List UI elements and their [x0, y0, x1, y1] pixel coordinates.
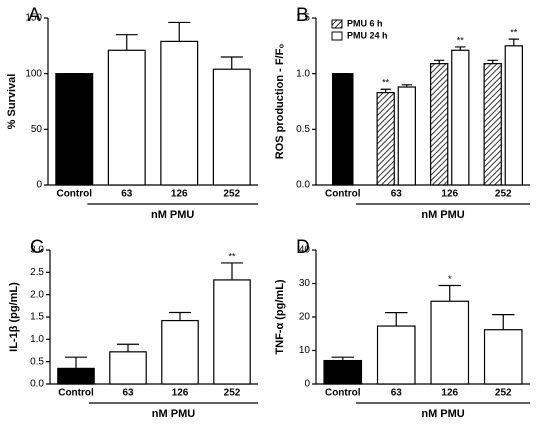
bar	[57, 367, 95, 385]
bar	[109, 351, 147, 385]
annotation: **	[457, 35, 465, 45]
y-axis-title: IL-1β (pg/mL)	[8, 282, 20, 352]
x-tick-label: Control	[325, 388, 361, 399]
error-bar	[117, 343, 139, 352]
bar	[213, 279, 251, 385]
bar	[376, 91, 395, 186]
y-tick-label: 0.5	[296, 124, 310, 135]
x-tick-label: 126	[441, 189, 458, 200]
x-tick-label: 63	[391, 388, 403, 399]
y-tick-label: 1.0	[30, 334, 44, 345]
error-bar	[221, 262, 243, 280]
error-bar	[434, 59, 445, 64]
x-axis-title: nM PMU	[421, 408, 464, 420]
panel-label: B	[296, 5, 309, 26]
y-tick-label: 0.0	[30, 379, 44, 390]
x-axis-title: nM PMU	[421, 209, 464, 221]
bar	[55, 73, 94, 186]
x-tick-label: 63	[391, 189, 403, 200]
annotation: **	[510, 28, 518, 38]
error-bar	[220, 56, 243, 70]
error-bar	[492, 314, 515, 330]
bar	[323, 359, 363, 385]
bar	[331, 73, 354, 186]
y-tick-label: 2.0	[30, 289, 44, 300]
bar	[212, 68, 251, 186]
error-bar	[385, 312, 408, 327]
y-tick-label: 100	[25, 68, 42, 79]
y-tick-label: 1.0	[296, 68, 310, 79]
x-tick-label: Control	[325, 189, 361, 200]
error-bar	[487, 59, 498, 64]
y-tick-label: 2.5	[30, 267, 44, 278]
error-bar	[508, 38, 519, 46]
bar	[451, 49, 470, 186]
error-bar	[115, 34, 138, 51]
x-tick-label: 126	[172, 388, 189, 399]
x-tick-label: 63	[121, 189, 133, 200]
y-tick-label: 3.0	[30, 245, 44, 256]
error-bar	[331, 356, 354, 361]
y-tick-label: 1.5	[296, 13, 310, 24]
bar	[483, 329, 523, 385]
y-axis-title: TNF-α (pg/mL)	[274, 279, 286, 355]
annotation: **	[228, 251, 236, 261]
x-tick-label: 126	[441, 388, 458, 399]
y-tick-label: 0	[36, 180, 42, 191]
legend-label: PMU 6 h	[347, 18, 383, 28]
y-tick-label: 0.5	[30, 356, 44, 367]
y-tick-label: 0.0	[296, 180, 310, 191]
error-bar	[168, 21, 191, 42]
y-tick-label: 50	[31, 124, 43, 135]
bar	[483, 63, 502, 186]
error-bar	[169, 311, 191, 321]
y-tick-label: 0	[304, 379, 310, 390]
x-tick-label: 63	[122, 388, 134, 399]
bar	[430, 63, 449, 186]
bar	[161, 319, 199, 385]
y-tick-label: 10	[299, 345, 311, 356]
bar	[504, 45, 523, 186]
bar	[376, 325, 416, 385]
bar	[430, 300, 470, 385]
error-bar	[380, 88, 391, 93]
x-tick-label: 126	[171, 189, 188, 200]
annotation: **	[382, 78, 390, 88]
x-axis-title: nM PMU	[151, 209, 194, 221]
y-tick-label: 20	[299, 312, 311, 323]
y-axis-title: ROS production - F/F₀	[274, 44, 286, 160]
x-tick-label: 252	[224, 388, 241, 399]
legend-swatch	[331, 19, 343, 29]
panel-label: A	[28, 5, 41, 26]
error-bar	[455, 46, 466, 51]
y-tick-label: 40	[299, 245, 311, 256]
y-axis-title: % Survival	[6, 74, 18, 130]
y-tick-label: 1.5	[30, 312, 44, 323]
y-tick-label: 30	[299, 278, 311, 289]
bar	[160, 40, 199, 186]
x-tick-label: Control	[58, 388, 94, 399]
legend-swatch	[331, 31, 343, 41]
bar	[107, 49, 146, 186]
legend-label: PMU 24 h	[347, 30, 388, 40]
error-bar	[401, 84, 412, 88]
panel-label: D	[296, 237, 310, 258]
y-tick-label: 150	[25, 13, 42, 24]
panel-label: C	[30, 237, 44, 258]
bar	[397, 86, 416, 186]
error-bar	[438, 284, 461, 302]
error-bar	[65, 356, 87, 369]
x-tick-label: 252	[495, 189, 512, 200]
x-tick-label: Control	[56, 189, 92, 200]
x-axis-title: nM PMU	[152, 408, 195, 420]
annotation: *	[448, 274, 452, 284]
x-tick-label: 252	[223, 189, 240, 200]
x-tick-label: 252	[495, 388, 512, 399]
